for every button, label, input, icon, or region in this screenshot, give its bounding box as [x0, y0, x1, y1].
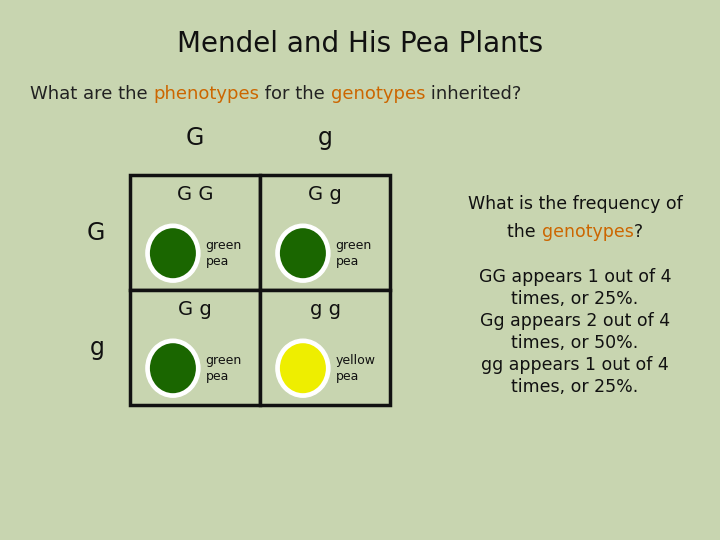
- Ellipse shape: [280, 228, 326, 278]
- Text: yellow
pea: yellow pea: [336, 354, 375, 383]
- Text: green
pea: green pea: [336, 239, 372, 268]
- Text: G g: G g: [308, 185, 342, 204]
- Text: times, or 50%.: times, or 50%.: [511, 334, 639, 352]
- Text: GG appears 1 out of 4: GG appears 1 out of 4: [479, 268, 671, 286]
- Ellipse shape: [276, 339, 330, 397]
- Text: g g: g g: [310, 300, 341, 319]
- Text: G: G: [186, 126, 204, 150]
- Ellipse shape: [146, 224, 200, 282]
- Text: times, or 25%.: times, or 25%.: [511, 290, 639, 308]
- Ellipse shape: [276, 224, 330, 282]
- Text: gg appears 1 out of 4: gg appears 1 out of 4: [481, 356, 669, 374]
- FancyBboxPatch shape: [260, 175, 390, 290]
- FancyBboxPatch shape: [260, 290, 390, 405]
- Text: Gg appears 2 out of 4: Gg appears 2 out of 4: [480, 312, 670, 330]
- Text: green
pea: green pea: [205, 354, 242, 383]
- Text: g: g: [90, 335, 105, 360]
- Text: What is the frequency of: What is the frequency of: [467, 195, 683, 213]
- Ellipse shape: [150, 343, 196, 393]
- Text: inherited?: inherited?: [426, 85, 522, 103]
- Text: times, or 25%.: times, or 25%.: [511, 378, 639, 396]
- Ellipse shape: [146, 339, 200, 397]
- Text: green
pea: green pea: [205, 239, 242, 268]
- Text: the: the: [508, 223, 541, 241]
- Text: for the: for the: [259, 85, 331, 103]
- Ellipse shape: [280, 343, 326, 393]
- Text: Mendel and His Pea Plants: Mendel and His Pea Plants: [177, 30, 543, 58]
- Text: ?: ?: [634, 223, 642, 241]
- Text: What are the: What are the: [30, 85, 153, 103]
- Text: G: G: [86, 220, 105, 245]
- Text: phenotypes: phenotypes: [153, 85, 259, 103]
- Text: genotypes: genotypes: [331, 85, 426, 103]
- FancyBboxPatch shape: [130, 175, 260, 290]
- Ellipse shape: [150, 228, 196, 278]
- FancyBboxPatch shape: [130, 290, 260, 405]
- Text: G g: G g: [178, 300, 212, 319]
- Text: G G: G G: [176, 185, 213, 204]
- Text: genotypes: genotypes: [541, 223, 634, 241]
- Text: g: g: [318, 126, 333, 150]
